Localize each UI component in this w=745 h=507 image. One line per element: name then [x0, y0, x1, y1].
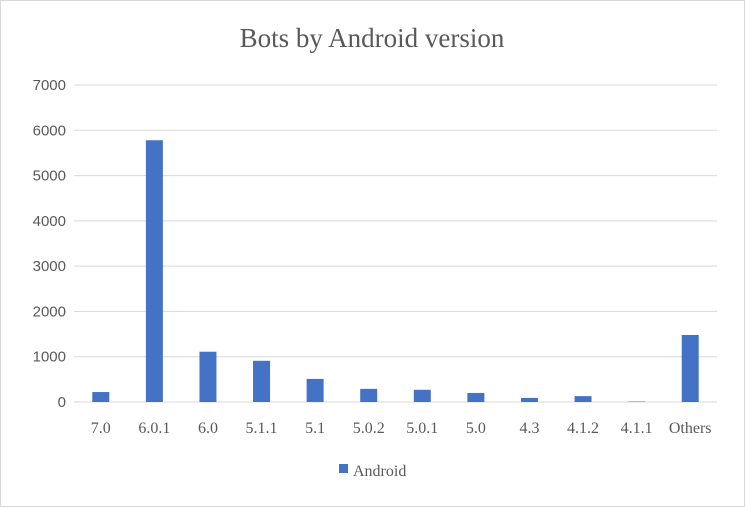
x-tick-label: 5.1.1 [246, 420, 278, 437]
legend: Android [339, 463, 406, 480]
y-tick-label: 3000 [33, 258, 66, 275]
x-tick-label: 6.0.1 [138, 420, 170, 437]
x-axis-tick-labels: 7.0 6.0.1 6.0 5.1.1 5.1 5.0.2 5.0.1 5.0 4.3 4.1.2… [91, 420, 712, 437]
y-tick-label: 2000 [33, 303, 66, 320]
bar-5.0 [467, 392, 485, 402]
bar-7.0 [92, 392, 110, 402]
bar-6.0 [199, 351, 217, 402]
y-tick-label: 0 [58, 394, 66, 411]
bars [92, 140, 699, 402]
y-axis-tick-labels: 0 1000 2000 3000 4000 5000 6000 7000 [33, 77, 66, 411]
y-tick-label: 7000 [33, 77, 66, 94]
x-tick-label: 5.0.2 [353, 420, 385, 437]
legend-swatch-android [339, 464, 348, 473]
bar-6.0.1 [145, 140, 163, 402]
bar-5.1.1 [253, 360, 271, 402]
bar-Others [681, 334, 699, 402]
gridlines [74, 84, 717, 403]
y-tick-label: 1000 [33, 349, 66, 366]
y-tick-label: 4000 [33, 213, 66, 230]
x-tick-label: 4.1.1 [621, 420, 653, 437]
x-tick-label: Others [669, 420, 712, 437]
bar-4.3 [520, 397, 538, 402]
x-tick-label: 5.1 [305, 420, 325, 437]
x-tick-label: 5.0.1 [406, 420, 438, 437]
chart-title: Bots by Android version [240, 23, 505, 53]
y-tick-label: 6000 [33, 122, 66, 139]
x-tick-label: 4.3 [519, 420, 539, 437]
x-tick-label: 6.0 [198, 420, 218, 437]
legend-label-android: Android [353, 463, 406, 480]
x-tick-label: 7.0 [91, 420, 111, 437]
bar-5.0.2 [360, 388, 378, 402]
bar-5.1 [306, 378, 324, 402]
x-tick-label: 5.0 [466, 420, 486, 437]
bar-4.1.2 [574, 396, 592, 402]
y-tick-label: 5000 [33, 168, 66, 185]
bar-5.0.1 [413, 389, 431, 402]
x-tick-label: 4.1.2 [567, 420, 599, 437]
